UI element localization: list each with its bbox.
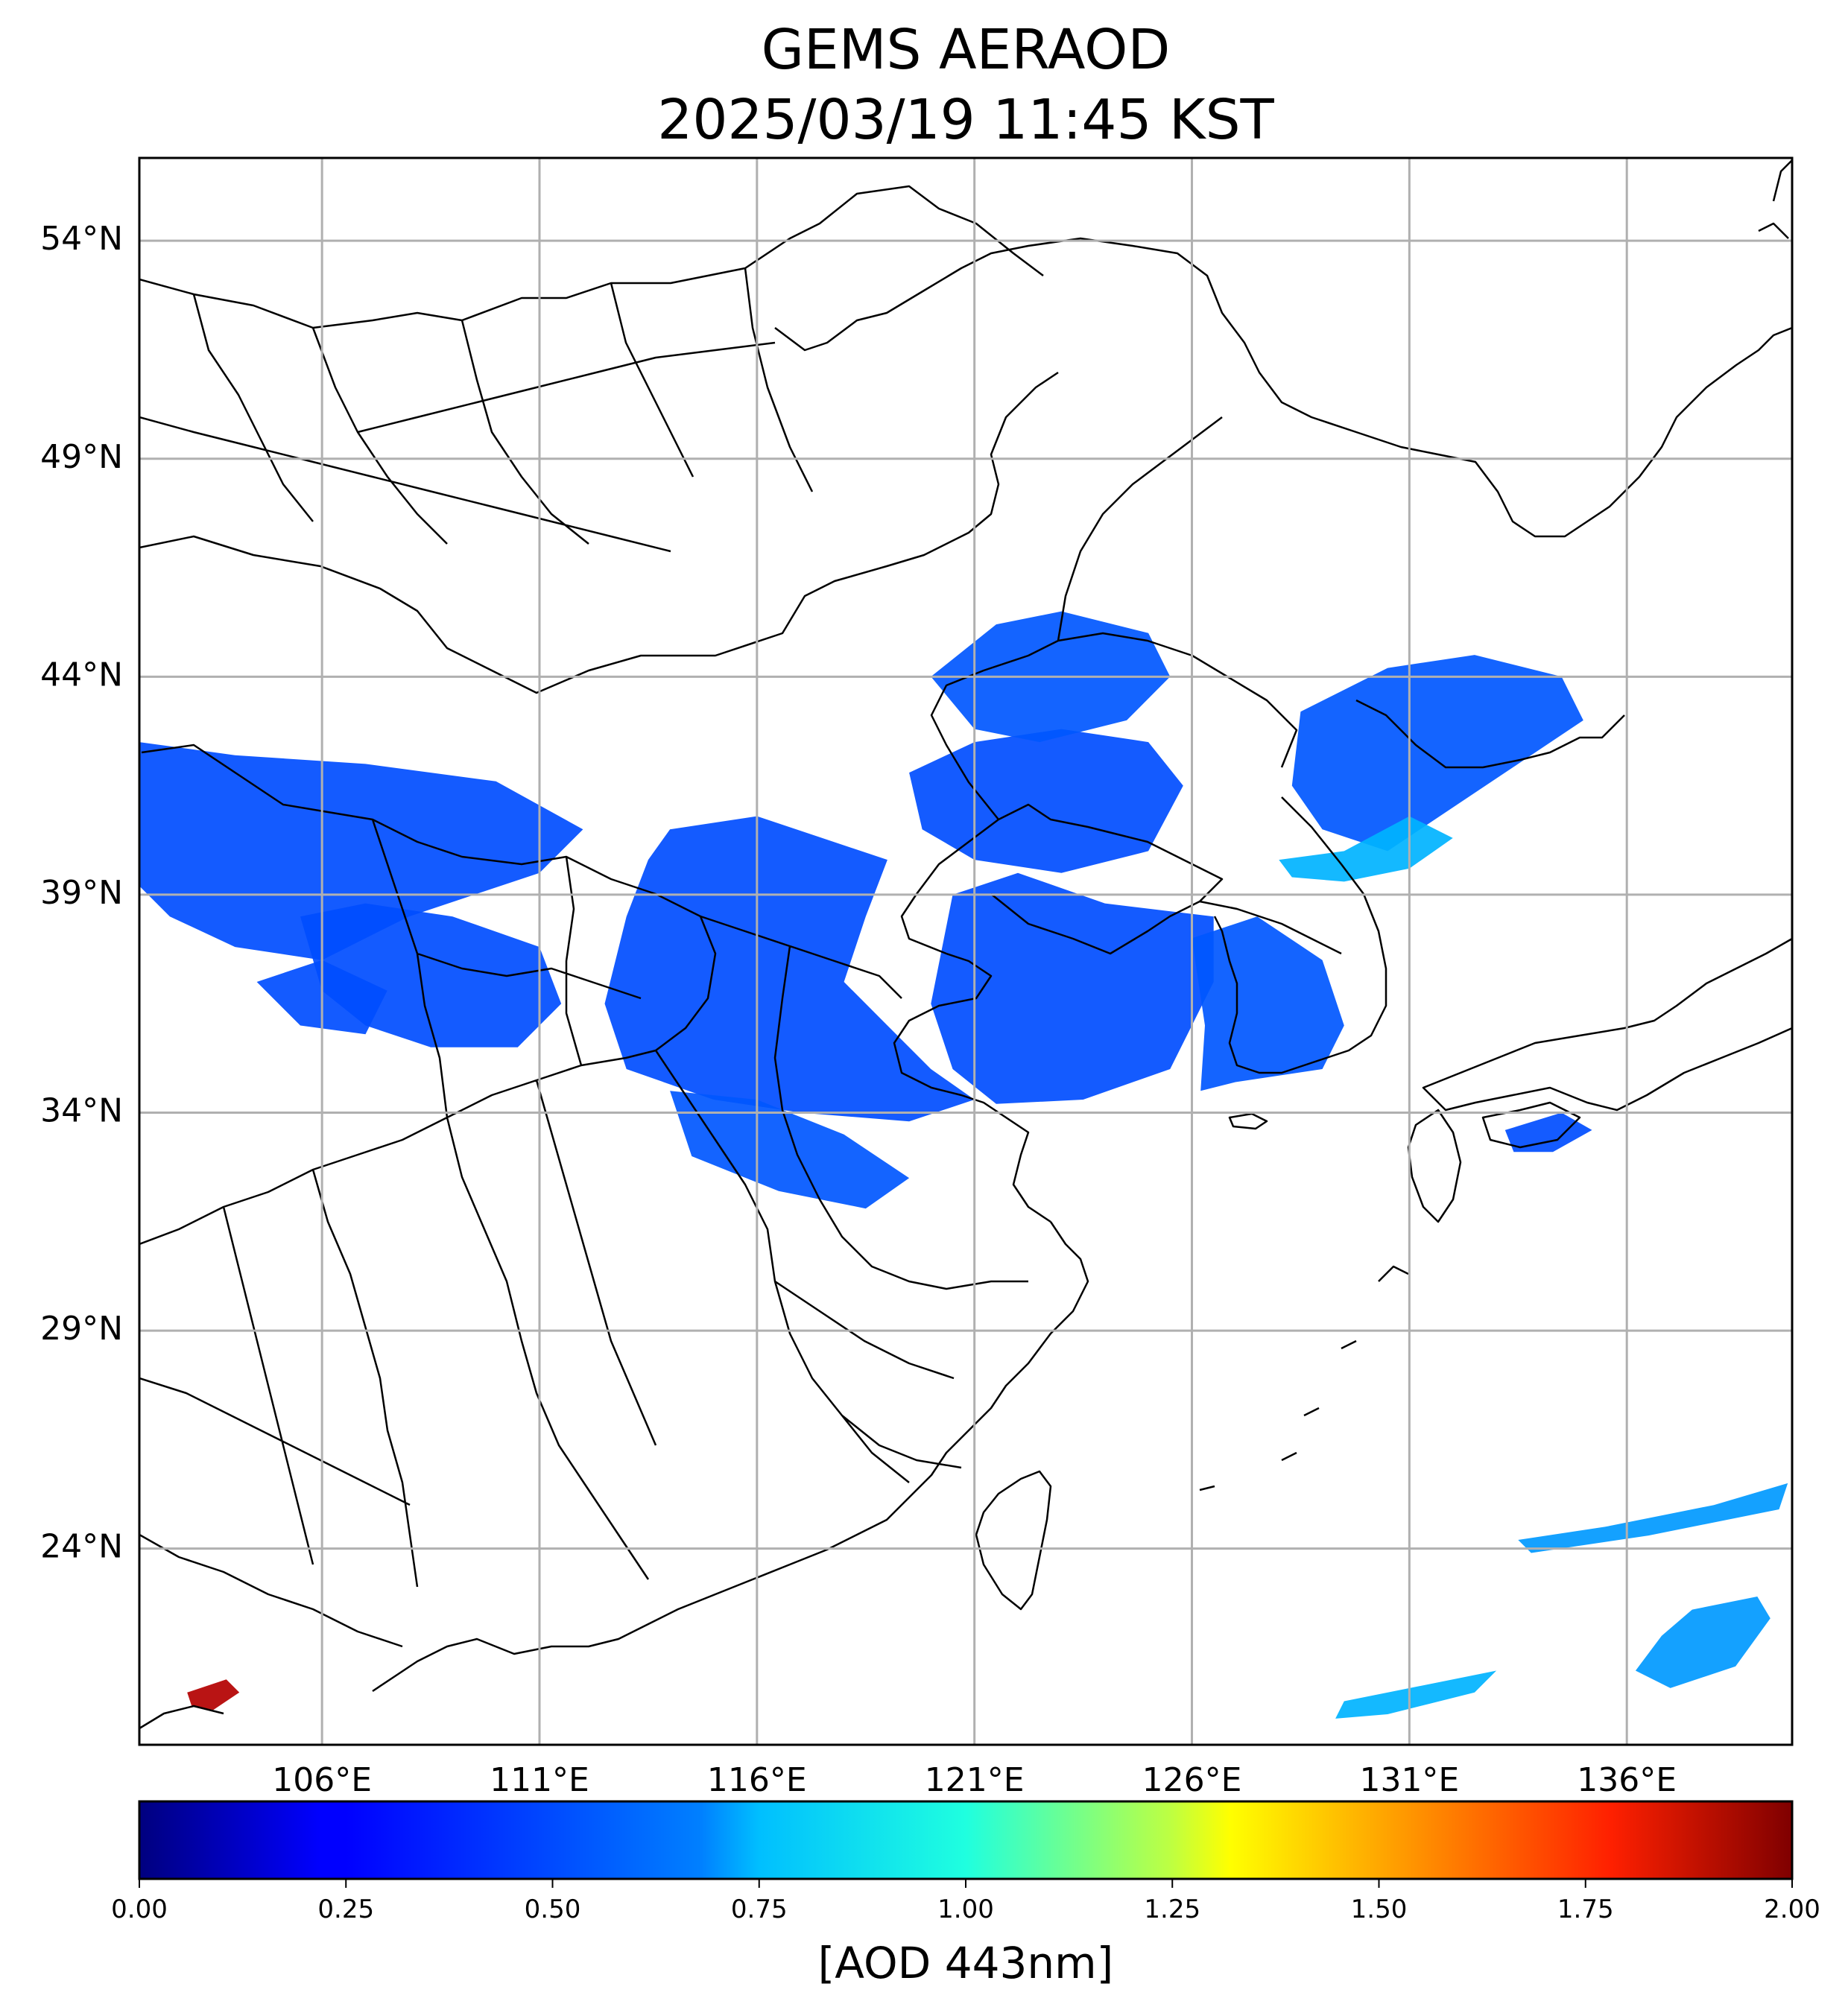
taiwan-island <box>975 1470 1052 1611</box>
lat-tick-label: 39°N <box>40 874 123 912</box>
colorbar-tick-label: 1.50 <box>1351 1895 1408 1924</box>
lat-tick-label: 29°N <box>40 1310 123 1348</box>
colorbar-tick-label: 0.50 <box>525 1895 581 1924</box>
map-title-line1: GEMS AERAOD <box>762 18 1171 82</box>
colorbar-gradient <box>138 1800 1794 1880</box>
map-title-line2: 2025/03/19 11:45 KST <box>657 88 1274 152</box>
russia-china-border-north <box>774 237 1792 538</box>
mongolia-china-border <box>139 371 1059 694</box>
aod-region-inner-mongolia-west <box>139 742 583 960</box>
colorbar-tick-label: 1.25 <box>1144 1895 1200 1924</box>
lon-tick-label: 136°E <box>1577 1761 1677 1799</box>
colorbar: 0.00 0.25 0.50 0.75 1.00 1.25 1.50 1.75 2.00 [AO… <box>111 1800 1820 1988</box>
aod-region-yellow-sea <box>931 872 1214 1104</box>
map-border <box>138 156 1794 1746</box>
jeju-island <box>1228 1112 1268 1130</box>
lat-tick-label: 24°N <box>40 1528 123 1566</box>
colorbar-tick-label: 0.75 <box>731 1895 788 1924</box>
gridlines <box>139 158 1792 1745</box>
colorbar-tick-label: 1.75 <box>1557 1895 1614 1924</box>
korea-dmz <box>1199 900 1342 955</box>
lon-tick-label: 121°E <box>925 1761 1025 1799</box>
aod-region-pacific-streak <box>1518 1483 1788 1553</box>
aod-region-pacific-east <box>1635 1597 1771 1688</box>
lat-tick-label: 44°N <box>40 656 123 694</box>
colorbar-ticks: 0.00 0.25 0.50 0.75 1.00 1.25 1.50 1.75 2.00 <box>111 1879 1820 1924</box>
lon-tick-label: 106°E <box>272 1761 372 1799</box>
lon-tick-label: 126°E <box>1142 1761 1242 1799</box>
hainan-coast <box>139 1705 224 1730</box>
china-korea-border <box>1355 699 1625 769</box>
aod-overlay <box>139 611 1788 1719</box>
aod-region-bohai-liaodong <box>909 729 1183 873</box>
ryukyu-islands <box>1199 1265 1409 1491</box>
aod-region-east-china-sea-south <box>1335 1670 1497 1719</box>
sakhalin-coast <box>1758 159 1792 239</box>
lon-tick-label: 131°E <box>1359 1761 1459 1799</box>
lon-tick-label: 116°E <box>707 1761 807 1799</box>
aod-region-huai-river <box>670 1091 910 1209</box>
colorbar-tick-label: 0.25 <box>317 1895 374 1924</box>
aod-region-north-china-plain <box>604 816 975 1122</box>
aod-region-japan-south <box>1504 1112 1592 1153</box>
lat-tick-label: 34°N <box>40 1092 123 1130</box>
map-frame <box>138 156 1794 1746</box>
colorbar-tick-label: 2.00 <box>1764 1895 1820 1924</box>
lat-tick-label: 54°N <box>40 220 123 258</box>
china-provinces <box>139 416 1298 1648</box>
aod-region-guangxi-hotspot <box>187 1679 240 1711</box>
japan-honshu <box>1422 937 1792 1112</box>
colorbar-title: [AOD 443nm] <box>818 1938 1114 1988</box>
china-coast-north <box>893 803 1224 1223</box>
colorbar-tick-label: 0.00 <box>111 1895 168 1924</box>
mongolia-provinces <box>139 267 814 553</box>
latitude-labels: 54°N 49°N 44°N 39°N 34°N 29°N 24°N <box>40 220 123 1565</box>
korea-coast <box>1213 796 1387 1074</box>
lat-tick-label: 49°N <box>40 438 123 476</box>
japan-shikoku <box>1481 1101 1581 1149</box>
longitude-labels: 106°E 111°E 116°E 121°E 126°E 131°E 136°E <box>272 1761 1677 1799</box>
colorbar-tick-label: 1.00 <box>937 1895 994 1924</box>
lon-tick-label: 111°E <box>490 1761 589 1799</box>
